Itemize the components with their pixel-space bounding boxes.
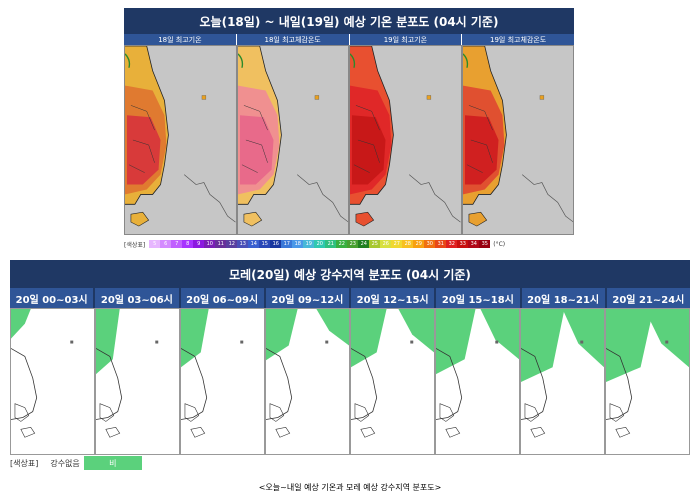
temperature-map-2 xyxy=(236,45,349,235)
map-label-2: 18일 최고체감온도 xyxy=(236,34,350,45)
legend-swatch: 34 xyxy=(468,240,480,248)
temperature-map-3 xyxy=(349,45,462,235)
precipitation-map-5 xyxy=(350,308,435,455)
time-label-1: 20일 00~03시 xyxy=(10,288,96,308)
legend-swatch: 5 xyxy=(149,240,161,248)
figure-caption: <오늘~내일 예상 기온과 모레 예상 강수지역 분포도> xyxy=(258,483,442,492)
korea-map-icon xyxy=(350,46,461,234)
precipitation-legend: [색상표] 강수없음 비 xyxy=(10,456,142,470)
temperature-panel-title: 오늘(18일) ~ 내일(19일) 예상 기온 분포도 (04시 기준) xyxy=(124,8,574,34)
legend-swatch: 14 xyxy=(248,240,260,248)
korea-map-icon xyxy=(181,309,264,454)
temperature-legend: [색상표] 5 6 7 8 9 10 11 12 13 14 15 16 17 18 19 20 21 22 23 2… xyxy=(124,235,574,253)
map-label-4: 19일 최고체감온도 xyxy=(462,34,574,45)
legend-swatch: 6 xyxy=(160,240,172,248)
map-label-1: 18일 최고기온 xyxy=(124,34,237,45)
temperature-panel: 오늘(18일) ~ 내일(19일) 예상 기온 분포도 (04시 기준) 18일… xyxy=(124,8,574,254)
legend-swatch: 7 xyxy=(171,240,183,248)
legend-swatch: 11 xyxy=(215,240,227,248)
temperature-map-labels: 18일 최고기온 18일 최고체감온도 19일 최고기온 19일 최고체감온도 xyxy=(124,34,574,45)
korea-map-icon xyxy=(436,309,519,454)
legend-swatch: 12 xyxy=(226,240,238,248)
precipitation-map-8 xyxy=(605,308,690,455)
time-label-8: 20일 21~24시 xyxy=(606,288,690,308)
time-label-3: 20일 06~09시 xyxy=(180,288,266,308)
precipitation-map-4 xyxy=(265,308,350,455)
legend-swatch: 22 xyxy=(336,240,348,248)
temperature-legend-unit: (°C) xyxy=(493,240,506,248)
time-label-7: 20일 18~21시 xyxy=(521,288,607,308)
legend-swatch: 13 xyxy=(237,240,249,248)
legend-swatch: 35 xyxy=(479,240,491,248)
legend-swatch: 29 xyxy=(413,240,425,248)
legend-swatch: 25 xyxy=(369,240,381,248)
legend-swatch: 17 xyxy=(281,240,293,248)
legend-swatch: 24 xyxy=(358,240,370,248)
precipitation-panel-title: 모레(20일) 예상 강수지역 분포도 (04시 기준) xyxy=(10,260,690,288)
korea-map-icon xyxy=(125,46,236,234)
precipitation-time-labels: 20일 00~03시 20일 03~06시 20일 06~09시 20일 09~12시… xyxy=(10,288,690,308)
korea-map-icon xyxy=(606,309,689,454)
korea-map-icon xyxy=(96,309,179,454)
korea-map-icon xyxy=(521,309,604,454)
precipitation-maps xyxy=(10,308,690,455)
legend-swatch: 8 xyxy=(182,240,194,248)
precipitation-map-2 xyxy=(95,308,180,455)
precipitation-map-1 xyxy=(10,308,95,455)
korea-map-icon xyxy=(11,309,94,454)
no-precipitation-label: 강수없음 xyxy=(50,458,80,468)
korea-map-icon xyxy=(237,46,348,234)
legend-swatch: 15 xyxy=(259,240,271,248)
legend-swatch: 18 xyxy=(292,240,304,248)
korea-map-icon xyxy=(462,46,573,234)
legend-swatch: 28 xyxy=(402,240,414,248)
legend-swatch: 23 xyxy=(347,240,359,248)
temperature-legend-swatches: 5 6 7 8 9 10 11 12 13 14 15 16 17 18 19 20 21 22 23 24 25 26 2… xyxy=(149,240,491,248)
time-label-2: 20일 03~06시 xyxy=(95,288,181,308)
legend-swatch: 26 xyxy=(380,240,392,248)
legend-swatch: 30 xyxy=(424,240,436,248)
legend-swatch: 27 xyxy=(391,240,403,248)
legend-swatch: 10 xyxy=(204,240,216,248)
legend-swatch: 21 xyxy=(325,240,337,248)
legend-swatch: 20 xyxy=(314,240,326,248)
korea-map-icon xyxy=(351,309,434,454)
legend-swatch: 31 xyxy=(435,240,447,248)
rain-swatch: 비 xyxy=(83,456,142,470)
legend-swatch: 33 xyxy=(457,240,469,248)
precipitation-panel: 모레(20일) 예상 강수지역 분포도 (04시 기준) 20일 00~03시 2… xyxy=(10,260,690,455)
temperature-map-1 xyxy=(124,45,237,235)
time-label-5: 20일 12~15시 xyxy=(351,288,437,308)
time-label-6: 20일 15~18시 xyxy=(436,288,522,308)
precipitation-map-7 xyxy=(520,308,605,455)
legend-swatch: 32 xyxy=(446,240,458,248)
legend-swatch: 19 xyxy=(303,240,315,248)
temperature-map-4 xyxy=(461,45,574,235)
legend-swatch: 16 xyxy=(270,240,282,248)
precipitation-map-3 xyxy=(180,308,265,455)
temperature-maps xyxy=(124,45,574,235)
precipitation-map-6 xyxy=(435,308,520,455)
map-label-3: 19일 최고기온 xyxy=(349,34,463,45)
precipitation-legend-title: [색상표] xyxy=(10,458,39,468)
korea-map-icon xyxy=(266,309,349,454)
time-label-4: 20일 09~12시 xyxy=(265,288,351,308)
legend-swatch: 9 xyxy=(193,240,205,248)
temperature-legend-title: [색상표] xyxy=(124,241,146,249)
